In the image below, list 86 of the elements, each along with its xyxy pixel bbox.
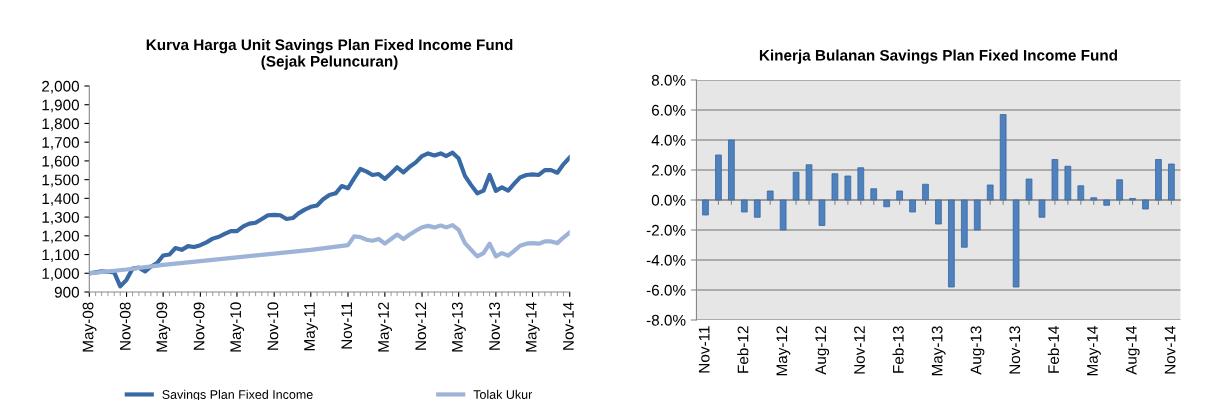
- x-tick-label: Nov-14: [1164, 326, 1176, 374]
- x-tick-label: Feb-14: [1047, 326, 1060, 373]
- x-tick-label: May-10: [230, 302, 245, 352]
- y-tick-label: -4.0%: [646, 254, 686, 266]
- bar: [922, 183, 929, 201]
- line-series: [89, 223, 570, 276]
- x-tick-label: Nov-11: [698, 326, 710, 373]
- x-tick-label: May-08: [82, 302, 97, 352]
- x-tick-label: Aug-12: [815, 326, 830, 375]
- bar: [740, 199, 748, 213]
- bar: [1012, 199, 1020, 288]
- bar: [818, 199, 826, 226]
- x-tick-label: Nov-14: [563, 302, 574, 350]
- y-tick-label: 1,600: [42, 155, 79, 169]
- bar: [986, 184, 994, 201]
- y-tick-label: 1,900: [42, 99, 79, 113]
- bar: [1116, 179, 1123, 201]
- chart-title: Kurva Harga Unit Savings Plan Fixed Income Fund (Sejak Peluncuran): [146, 38, 513, 70]
- x-tick-label: Nov-13: [489, 302, 500, 350]
- bar: [909, 199, 916, 213]
- bar: [1155, 159, 1162, 201]
- x-tick-label: May-12: [378, 302, 392, 352]
- bar: [1142, 199, 1149, 210]
- bar: [935, 199, 942, 225]
- bar: [1168, 163, 1175, 201]
- bar: [766, 190, 774, 201]
- x-tick-label: May-13: [451, 302, 466, 352]
- x-tick-label: May-12: [776, 326, 791, 376]
- bar: [1064, 165, 1072, 201]
- y-tick-label: 1,400: [42, 193, 79, 206]
- y-tick-label: 900: [54, 286, 79, 298]
- x-tick-label: May-11: [304, 302, 318, 351]
- y-tick-label: 1,200: [42, 230, 79, 244]
- bar: [844, 175, 852, 201]
- y-tick-label: 4.0%: [651, 134, 686, 146]
- legend-label: Tolak Ukur: [473, 389, 533, 399]
- x-tick-label: Feb-13: [892, 326, 904, 373]
- y-tick-label: 1,800: [42, 118, 79, 131]
- bar: [973, 199, 981, 231]
- bar: [715, 154, 722, 201]
- x-tick-label: Aug-14: [1126, 326, 1140, 375]
- bar: [728, 139, 735, 201]
- bar: [1025, 178, 1033, 201]
- x-tick-label: May-13: [931, 326, 946, 376]
- bar: [1038, 199, 1046, 218]
- chart-title: Kinerja Bulanan Savings Plan Fixed Income Fund: [759, 49, 1117, 64]
- bar: [960, 199, 968, 248]
- bar: [948, 199, 955, 288]
- y-tick-label: 2.0%: [651, 164, 686, 176]
- y-tick-label: -6.0%: [646, 284, 686, 296]
- y-tick-label: 2,000: [42, 80, 79, 94]
- x-tick-label: May-14: [1087, 326, 1101, 376]
- bar: [999, 114, 1007, 201]
- y-tick-label: -2.0%: [646, 224, 686, 236]
- bar: [1090, 197, 1098, 201]
- x-tick-label: Nov-10: [267, 302, 279, 350]
- y-tick-label: 1,700: [42, 137, 79, 150]
- bar: [857, 167, 865, 201]
- bar: [779, 199, 787, 231]
- y-tick-label: 1,100: [42, 249, 79, 263]
- x-tick-label: Nov-13: [1009, 326, 1021, 374]
- bar: [702, 199, 709, 216]
- x-tick-label: Nov-12: [415, 302, 427, 350]
- bar: [1077, 185, 1085, 201]
- bar: [792, 171, 800, 201]
- y-tick-label: 1,000: [42, 268, 79, 281]
- x-tick-label: Nov-09: [193, 302, 205, 350]
- bar: [1051, 159, 1059, 201]
- y-tick-label: -8.0%: [646, 314, 686, 326]
- bar: [753, 199, 761, 218]
- y-tick-label: 8.0%: [651, 74, 686, 86]
- x-tick-label: Feb-12: [737, 326, 749, 373]
- y-tick-label: 6.0%: [651, 104, 686, 116]
- y-tick-label: 0.0%: [651, 194, 686, 206]
- bar: [831, 173, 839, 201]
- x-tick-label: Nov-12: [854, 326, 865, 374]
- x-tick-label: Nov-08: [119, 302, 131, 350]
- bar: [870, 188, 878, 201]
- x-tick-label: May-09: [156, 302, 171, 352]
- x-tick-label: May-14: [525, 302, 540, 352]
- bar: [896, 190, 903, 201]
- bar: [805, 164, 813, 201]
- x-tick-label: Aug-13: [970, 326, 985, 375]
- x-tick-label: Nov-11: [341, 302, 353, 349]
- y-tick-label: 1,300: [42, 211, 79, 225]
- y-tick-label: 1,500: [42, 174, 79, 188]
